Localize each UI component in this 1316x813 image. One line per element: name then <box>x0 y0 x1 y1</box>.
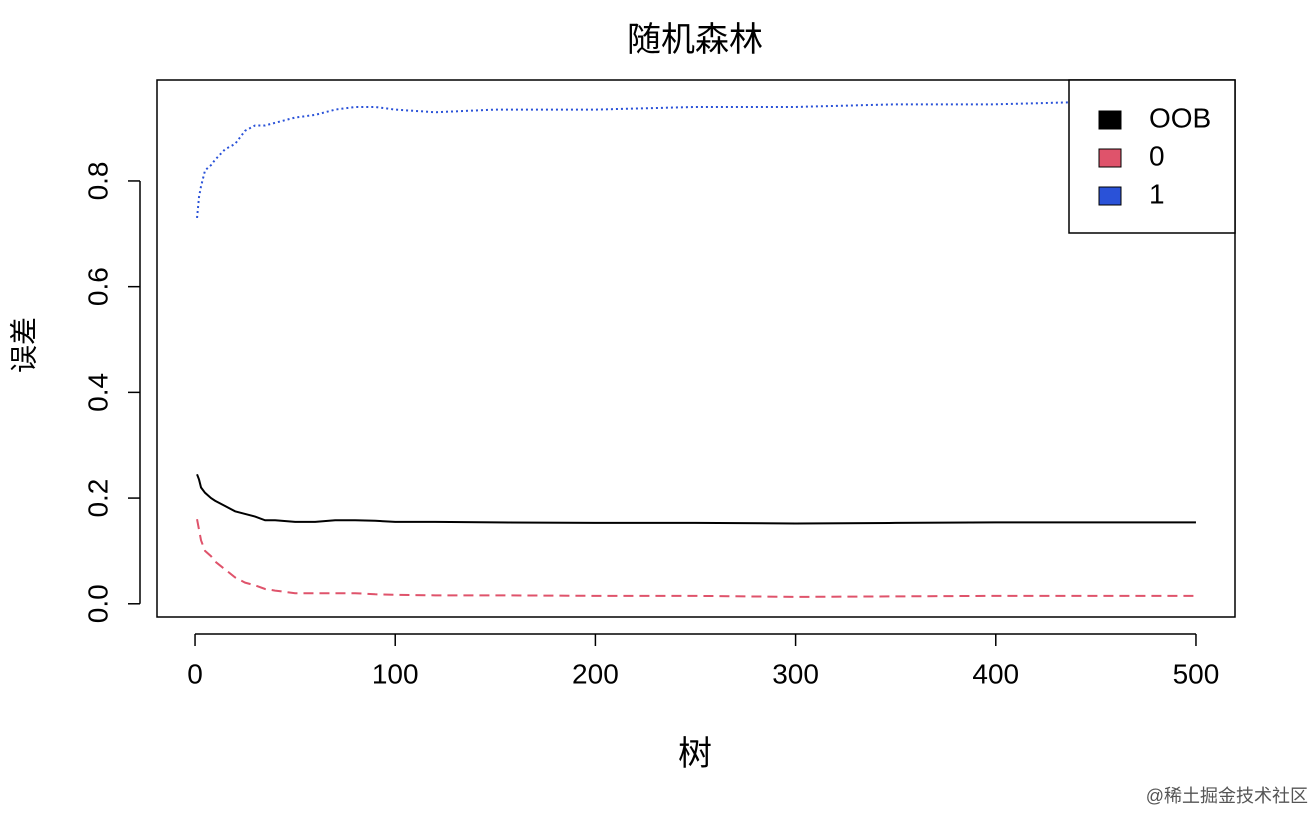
y-axis-label: 误差 <box>8 317 39 373</box>
legend-label: 0 <box>1149 140 1165 171</box>
series-line <box>196 473 1196 525</box>
y-tick-label: 0.8 <box>82 161 113 200</box>
legend-label: OOB <box>1149 102 1211 133</box>
y-tick-label: 0.4 <box>82 373 113 412</box>
y-tick-label: 0.0 <box>82 584 113 623</box>
plot-frame <box>156 79 1236 618</box>
x-tick-label: 200 <box>572 658 619 689</box>
x-tick-label: 0 <box>187 658 203 689</box>
legend-box <box>1068 79 1236 234</box>
x-axis-label: 树 <box>678 735 712 773</box>
x-tick-label: 400 <box>972 658 1019 689</box>
series-line <box>196 100 1196 219</box>
y-tick-label: 0.2 <box>82 479 113 518</box>
x-tick-label: 500 <box>1173 658 1220 689</box>
legend-swatch <box>1098 148 1122 168</box>
series-line <box>196 519 1196 598</box>
chart-title: 随机森林 <box>627 21 763 59</box>
y-tick-label: 0.6 <box>82 267 113 306</box>
watermark: @稀土掘金技术社区 <box>1146 786 1308 806</box>
legend-label: 1 <box>1149 178 1165 209</box>
legend-swatch <box>1098 186 1122 206</box>
x-tick-label: 100 <box>372 658 419 689</box>
legend-swatch <box>1098 110 1122 130</box>
x-tick-label: 300 <box>772 658 819 689</box>
